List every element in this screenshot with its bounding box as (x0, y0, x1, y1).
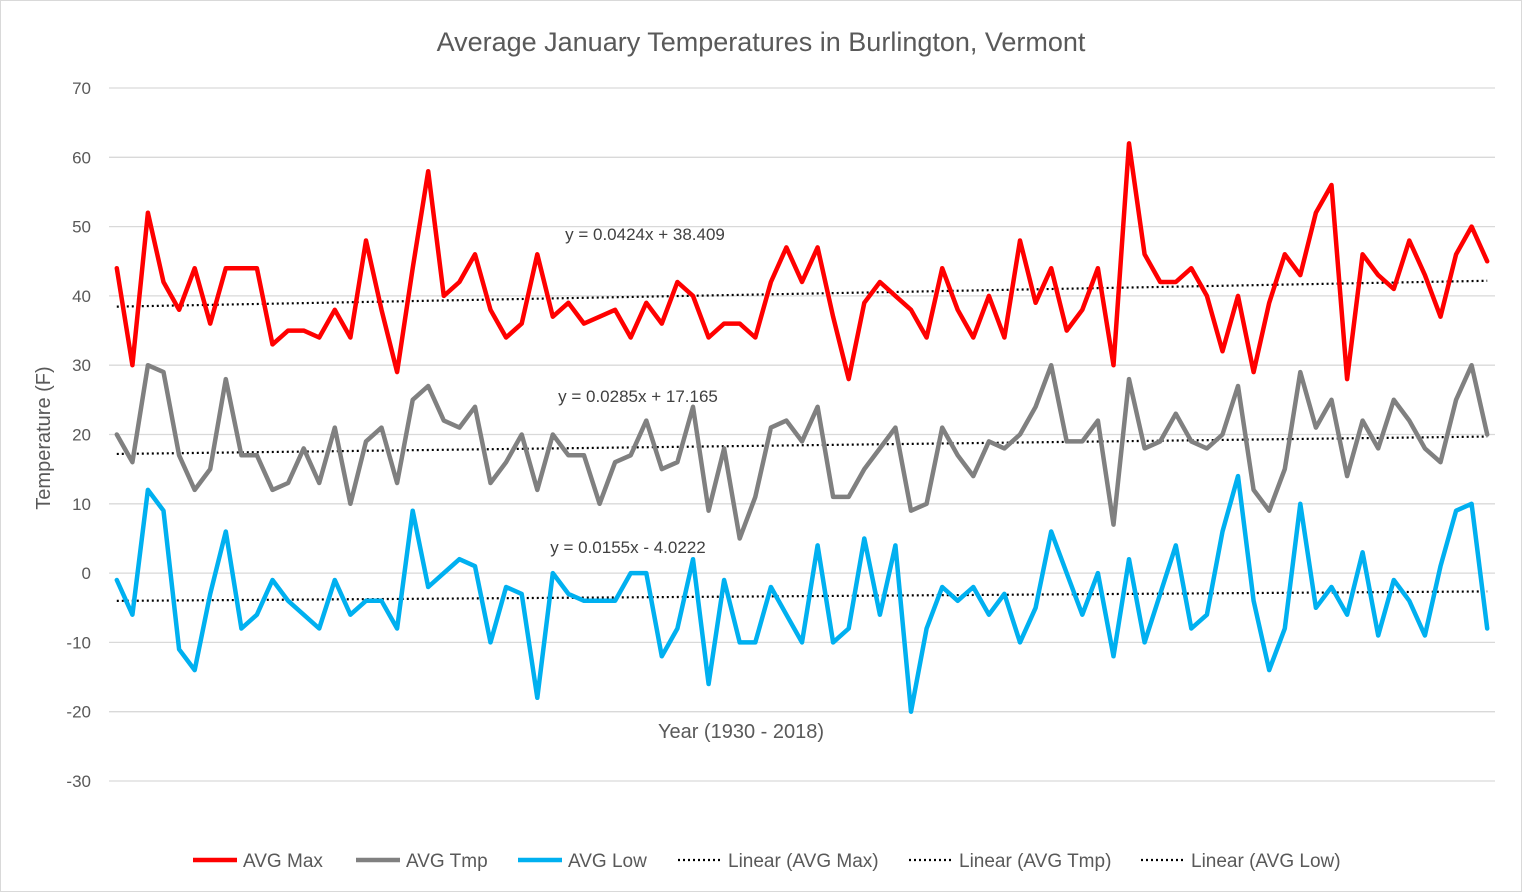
legend-label: AVG Tmp (406, 851, 488, 872)
y-tick-label: -10 (66, 633, 91, 652)
legend-label: Linear (AVG Tmp) (959, 851, 1111, 872)
trendline-equation-avg-max: y = 0.0424x + 38.409 (565, 225, 725, 244)
y-tick-label: -20 (66, 703, 91, 722)
legend-label: Linear (AVG Low) (1191, 851, 1341, 872)
y-tick-label: 40 (72, 287, 91, 306)
trendline (116, 590, 1488, 602)
trendline (116, 435, 1488, 456)
legend-label: Linear (AVG Max) (728, 851, 879, 872)
chart-title: Average January Temperatures in Burlingt… (437, 27, 1086, 57)
trendline-equation-avg-tmp: y = 0.0285x + 17.165 (558, 387, 718, 406)
trendline-equation-avg-low: y = 0.0155x - 4.0222 (550, 538, 705, 557)
y-tick-label: 70 (72, 79, 91, 98)
x-axis-label: Year (1930 - 2018) (658, 721, 824, 743)
legend: AVG Max AVG Tmp AVG Low Linear (AVG Max) Lin… (193, 851, 1341, 872)
y-axis-label: Temperature (F) (33, 366, 55, 509)
trendlines (116, 279, 1488, 602)
series-lines (114, 141, 1490, 714)
y-tick-label: 50 (72, 218, 91, 237)
y-tick-label: 30 (72, 356, 91, 375)
y-tick-label: 0 (82, 564, 91, 583)
y-tick-label: 10 (72, 495, 91, 514)
series-line (114, 473, 1490, 714)
series-line (114, 362, 1490, 541)
y-tick-label: 20 (72, 426, 91, 445)
legend-label: AVG Low (568, 851, 647, 872)
legend-label: AVG Max (243, 851, 323, 872)
gridlines (109, 87, 1495, 782)
y-tick-label: 60 (72, 148, 91, 167)
y-tick-labels: 70 60 50 40 30 20 10 0 -10 -20 -30 (66, 79, 91, 791)
trendline (116, 279, 1488, 308)
y-tick-label: -30 (66, 772, 91, 791)
series-line (114, 141, 1490, 382)
